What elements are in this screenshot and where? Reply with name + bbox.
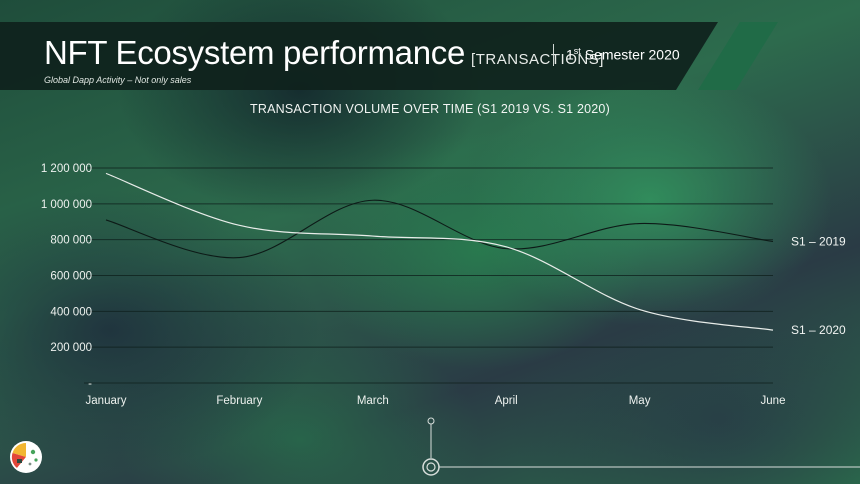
page-title: NFT Ecosystem performance [TRANSACTIONS] [44,34,604,72]
page-subtitle: Global Dapp Activity – Not only sales [44,75,192,85]
timeline-node-outer[interactable] [422,458,440,476]
decor-layer [422,417,860,476]
semester-ordinal: st [573,46,581,56]
header-band [0,22,860,90]
y-tick-label: 1 000 000 [41,199,92,211]
x-tick-label: January [86,395,127,407]
semester-label: 1st Semester 2020 [566,46,680,63]
title-tag: [TRANSACTIONS] [471,51,604,68]
semester-separator [553,44,554,66]
y-tick-label: 800 000 [50,235,92,247]
y-tick-label: 200 000 [50,342,92,354]
chart-title: TRANSACTION VOLUME OVER TIME (S1 2019 VS… [250,102,610,116]
axis-layer: - 200 000 400 000 600 000 800 000 1 000 000 1 … [41,163,786,407]
x-tick-label: May [629,395,651,407]
y-tick-label: 400 000 [50,306,92,318]
x-tick-label: April [495,395,518,407]
timeline-top-dot [427,417,435,425]
brand-logo-icon [10,441,42,473]
series-label-2020: S1 – 2020 [791,323,846,337]
x-tick-label: March [357,395,389,407]
grid-layer [84,167,773,384]
y-tick-label: 1 200 000 [41,163,92,175]
series-label-2019: S1 – 2019 [791,234,846,248]
title-text: NFT Ecosystem performance [44,34,466,71]
semester-number: 1 [566,46,574,63]
semester-text: Semester 2020 [584,46,680,63]
timeline-node-inner [426,462,436,472]
series-line-2020 [105,172,774,331]
y-tick-label: - [88,378,92,390]
x-tick-label: February [216,395,262,407]
x-tick-label: June [761,395,786,407]
y-tick-label: 600 000 [50,271,92,283]
series-layer: S1 – 2019 S1 – 2020 [105,172,846,337]
series-line-2019 [105,199,774,259]
